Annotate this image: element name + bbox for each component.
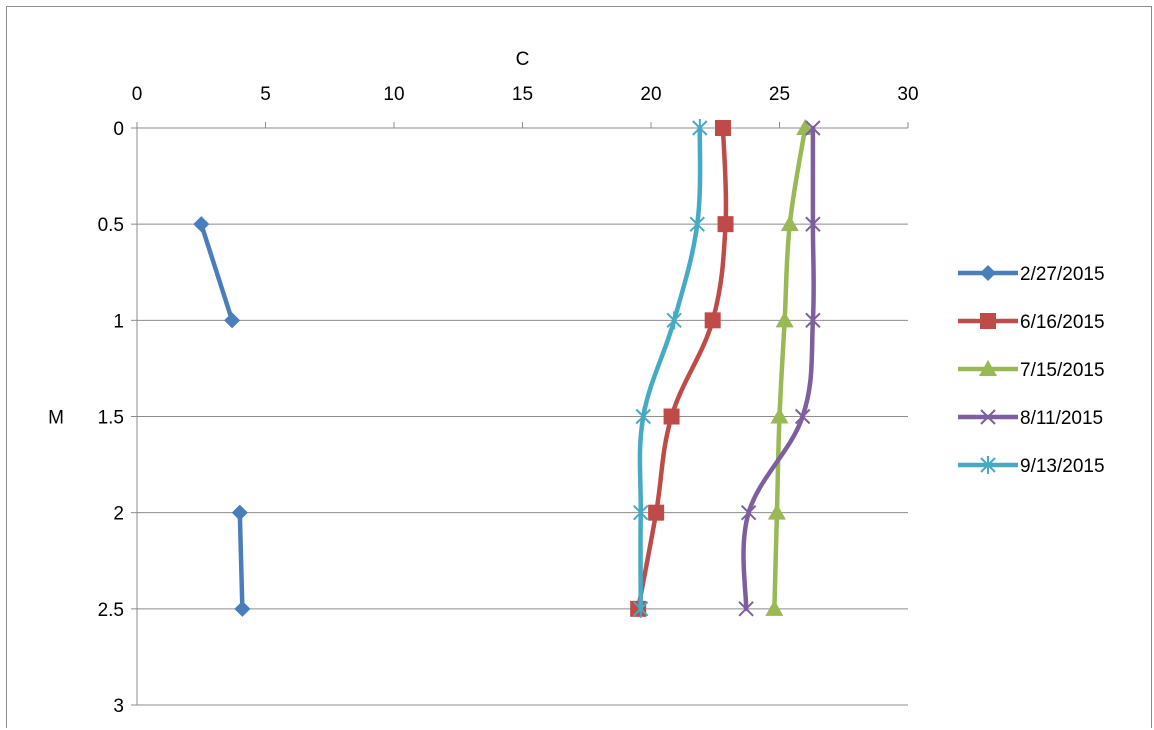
data-point bbox=[765, 599, 784, 616]
chart-frame bbox=[6, 6, 1152, 728]
series-line bbox=[237, 510, 245, 612]
y-tick-label: 0.5 bbox=[98, 215, 124, 236]
legend: 2/27/2015 6/16/2015 7/15/2015 8/11/2015 9/13… bbox=[958, 264, 1105, 477]
data-point bbox=[775, 311, 794, 328]
x-axis-title: C bbox=[516, 49, 530, 70]
data-point bbox=[805, 216, 821, 232]
series-line bbox=[772, 125, 808, 612]
x-tick-label: 15 bbox=[512, 84, 533, 105]
data-point bbox=[738, 601, 754, 617]
series-1 bbox=[193, 216, 251, 617]
series-4 bbox=[738, 120, 821, 617]
data-point bbox=[780, 215, 799, 232]
legend-label: 6/16/2015 bbox=[1020, 312, 1105, 333]
y-tick-label: 1.5 bbox=[98, 408, 124, 429]
series-line bbox=[635, 125, 729, 612]
data-point bbox=[635, 407, 651, 426]
series-5 bbox=[633, 119, 708, 618]
data-point bbox=[231, 504, 248, 521]
y-tick-label: 2.5 bbox=[98, 600, 124, 621]
legend-marker bbox=[980, 265, 996, 281]
legend-label: 9/13/2015 bbox=[1020, 456, 1105, 477]
legend-item: 6/16/2015 bbox=[958, 312, 1105, 333]
y-tick-label: 3 bbox=[113, 696, 124, 717]
series-line bbox=[199, 221, 235, 323]
data-point bbox=[770, 407, 789, 424]
data-point bbox=[689, 215, 705, 234]
series-2 bbox=[630, 120, 734, 617]
legend-marker bbox=[980, 456, 996, 474]
legend-item: 8/11/2015 bbox=[958, 408, 1103, 429]
legend-item: 7/15/2015 bbox=[958, 360, 1105, 381]
y-tick-label: 1 bbox=[113, 311, 124, 332]
axes: 00.511.522.530 5 10 15 20 25 30 bbox=[98, 84, 919, 717]
data-point bbox=[666, 311, 682, 330]
series-line bbox=[741, 125, 816, 612]
legend-marker bbox=[980, 409, 996, 425]
series-lines bbox=[193, 119, 821, 618]
data-point bbox=[717, 216, 734, 233]
data-point bbox=[663, 408, 680, 425]
y-axis-title: M bbox=[48, 408, 64, 429]
data-point bbox=[794, 408, 811, 425]
data-point bbox=[704, 312, 721, 329]
data-point bbox=[740, 504, 757, 521]
data-point bbox=[648, 504, 665, 521]
y-tick-label: 2 bbox=[113, 504, 124, 525]
data-point bbox=[767, 503, 786, 520]
legend-label: 8/11/2015 bbox=[1020, 408, 1103, 429]
legend-label: 7/15/2015 bbox=[1020, 360, 1105, 381]
data-point bbox=[234, 600, 251, 617]
x-tick-label: 20 bbox=[640, 84, 661, 105]
x-tick-label: 10 bbox=[383, 84, 404, 105]
x-tick-label: 5 bbox=[260, 84, 271, 105]
x-tick-label: 25 bbox=[769, 84, 790, 105]
legend-label: 2/27/2015 bbox=[1020, 264, 1105, 285]
y-tick-label: 0 bbox=[113, 119, 124, 140]
data-point bbox=[805, 312, 821, 329]
data-point bbox=[692, 119, 708, 137]
x-tick-label: 30 bbox=[897, 84, 918, 105]
legend-item: 9/13/2015 bbox=[958, 456, 1105, 477]
data-point bbox=[805, 120, 821, 136]
legend-marker bbox=[980, 313, 996, 329]
grid-lines bbox=[137, 223, 908, 706]
data-point bbox=[224, 312, 241, 329]
data-point bbox=[714, 120, 731, 136]
legend-marker bbox=[979, 360, 997, 376]
series-3 bbox=[765, 119, 815, 616]
data-point bbox=[633, 503, 649, 522]
data-point bbox=[630, 600, 647, 617]
legend-item: 2/27/2015 bbox=[958, 264, 1105, 285]
data-point bbox=[193, 216, 210, 233]
x-tick-label: 0 bbox=[132, 84, 143, 105]
data-point bbox=[633, 599, 649, 618]
